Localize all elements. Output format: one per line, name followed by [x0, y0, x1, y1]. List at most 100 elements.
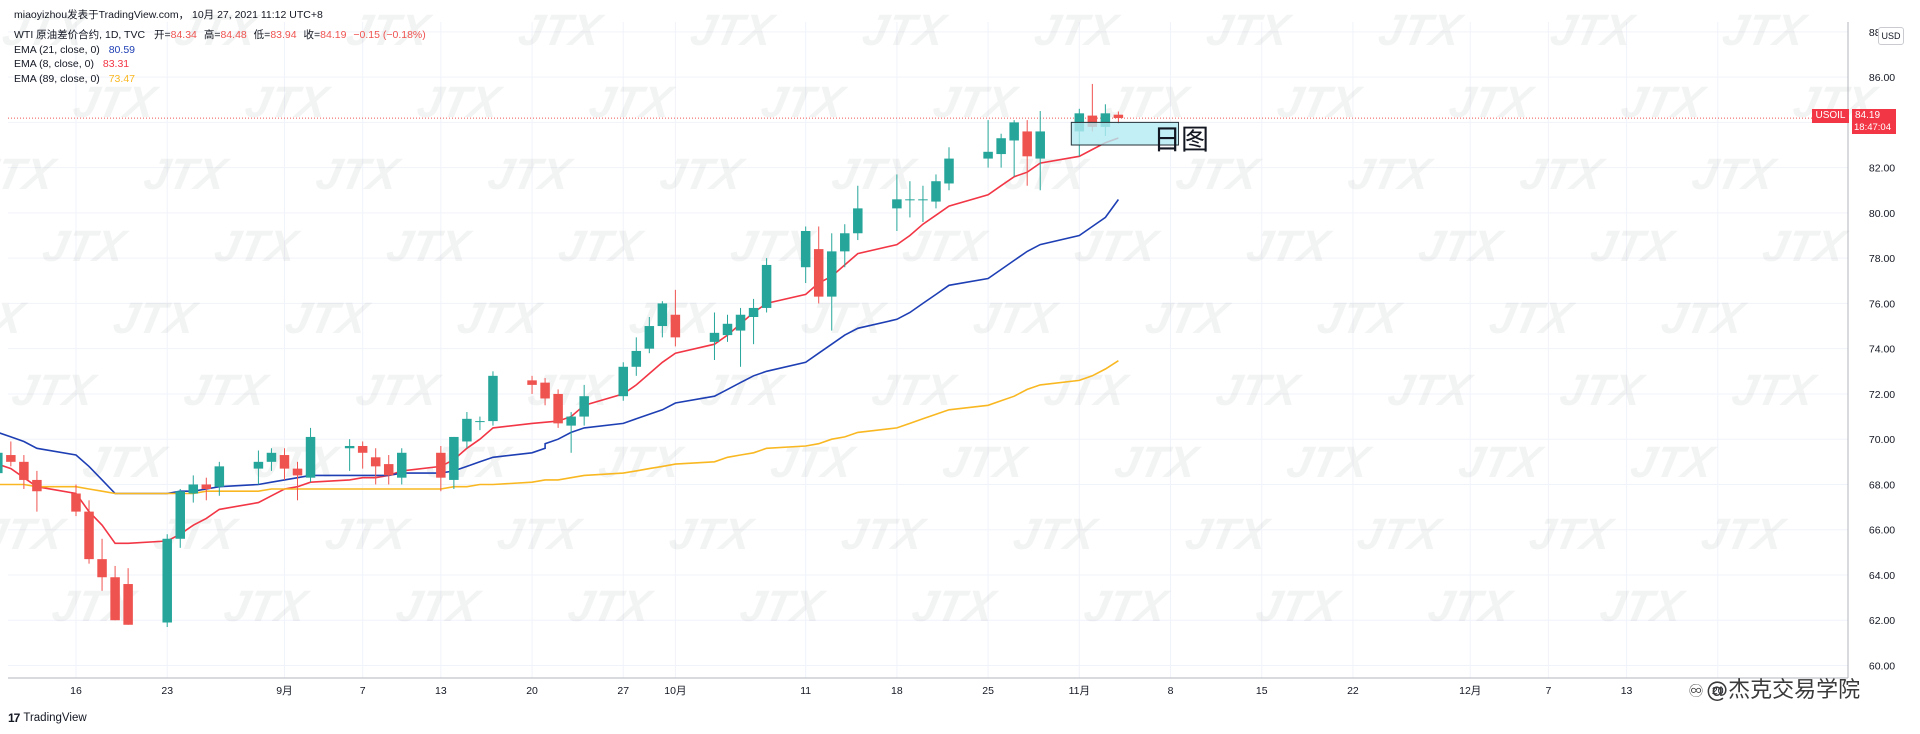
- legend-ema21[interactable]: EMA (21, close, 0) 80.59: [14, 43, 426, 58]
- watermark-text: JTX: [220, 582, 313, 630]
- watermark-text: JTX: [413, 78, 506, 126]
- candle-body: [32, 479, 42, 492]
- candle-body: [344, 445, 355, 449]
- candle: [983, 120, 993, 168]
- currency-button[interactable]: USD: [1878, 27, 1904, 45]
- watermark-text: JTX: [969, 294, 1062, 342]
- watermark-text: JTX: [1758, 222, 1851, 270]
- candle: [631, 337, 642, 376]
- price-tag-countdown: 18:47:04: [1852, 122, 1896, 134]
- watermark-text: JTX: [1202, 6, 1295, 54]
- tradingview-logo-text: TradingView: [23, 712, 87, 724]
- time-tick-label: 7: [1545, 685, 1551, 697]
- candle-body: [527, 380, 537, 385]
- time-tick-label: 16: [70, 685, 82, 697]
- candle: [253, 450, 264, 485]
- candle: [123, 568, 133, 625]
- watermark-text: JTX: [321, 510, 414, 558]
- candle: [292, 461, 303, 501]
- candle-body: [397, 452, 407, 478]
- legend-ema89[interactable]: EMA (89, close, 0) 73.47: [14, 72, 426, 87]
- daily-chart-annotation[interactable]: 日图: [1153, 123, 1210, 156]
- watermark-text: JTX: [1617, 78, 1710, 126]
- candle: [6, 441, 16, 467]
- candle: [618, 362, 629, 401]
- candle-body: [826, 251, 837, 297]
- candle: [449, 436, 459, 489]
- legend-ema8[interactable]: EMA (8, close, 0) 83.31: [14, 57, 426, 72]
- candle: [1113, 111, 1124, 124]
- candle: [853, 185, 863, 241]
- watermark-text: JTX: [109, 294, 202, 342]
- ema8-value: 83.31: [102, 58, 130, 71]
- credit-text: @杰克交易学院: [1706, 678, 1861, 703]
- watermark-text: JTX: [453, 294, 546, 342]
- legend: WTI 原油差价合约, 1D, TVC 开=84.34 高=84.48 低=83…: [14, 28, 426, 86]
- annotation-box[interactable]: [1070, 121, 1180, 146]
- candle-body: [175, 491, 185, 539]
- candle-body: [6, 455, 16, 462]
- tradingview-logo[interactable]: 17 TradingView: [8, 711, 87, 725]
- ema-lines: [0, 117, 1848, 545]
- candle-body: [918, 199, 928, 201]
- ohlc-high-value: 84.48: [220, 29, 247, 41]
- candle-body: [0, 452, 3, 474]
- watermark-text: JTX: [1586, 222, 1679, 270]
- watermark-text: JTX: [1657, 294, 1750, 342]
- price-tick-label: 72.00: [1869, 389, 1895, 401]
- candle: [722, 314, 733, 342]
- candle: [19, 455, 29, 489]
- candle: [813, 226, 824, 304]
- ema-line: [0, 137, 1119, 545]
- price-tick-label: 78.00: [1869, 253, 1895, 265]
- watermark-text: JTX: [1181, 510, 1274, 558]
- watermark-text: JTX: [1384, 366, 1477, 414]
- watermark-text: JTX: [1485, 294, 1578, 342]
- watermark-text: JTX: [0, 510, 70, 558]
- time-tick-label: 18: [891, 685, 903, 697]
- candle-body: [553, 393, 563, 424]
- ohlc-close: 收=84.19: [304, 29, 347, 41]
- candle-body: [540, 382, 550, 399]
- watermark-text: JTX: [1070, 222, 1163, 270]
- ohlc-high: 高=84.48: [204, 29, 247, 41]
- watermark-text: JTX: [281, 294, 374, 342]
- candle: [462, 412, 472, 449]
- candle: [566, 412, 576, 453]
- candle: [840, 224, 850, 268]
- annotation-rect: [1070, 121, 1180, 146]
- candle: [175, 488, 185, 548]
- watermark-text: JTX: [514, 6, 607, 54]
- candle-body: [214, 466, 225, 487]
- candle: [188, 475, 199, 503]
- watermark-text: JTX: [868, 366, 961, 414]
- symbol-desc: WTI 原油差价合约, 1D, TVC: [14, 29, 146, 41]
- time-axis[interactable]: 16 23 9月 7 13 20 27 10月 11 18 25 11月 8 15 22 12月 7 13 20: [70, 685, 1724, 697]
- candle-body: [305, 436, 316, 478]
- candle: [892, 174, 902, 232]
- watermark-text: JTX: [69, 78, 162, 126]
- time-tick-label: 12月: [1459, 685, 1481, 697]
- candle: [32, 470, 42, 512]
- time-tick-label: 11: [800, 685, 811, 697]
- candle: [305, 427, 316, 483]
- price-tag-price: 84.19: [1852, 109, 1896, 122]
- time-tick-label: 20: [526, 685, 538, 697]
- watermark-text: JTX: [0, 150, 61, 198]
- ema-line: [0, 360, 1119, 495]
- candle: [527, 375, 537, 394]
- candle-body: [1035, 131, 1045, 159]
- watermark-text: JTX: [524, 366, 617, 414]
- watermark-text: JTX: [1556, 366, 1649, 414]
- price-axis[interactable]: 60.00 62.00 64.00 66.00 68.00 70.00 72.00 74.00…: [1869, 27, 1895, 673]
- legend-symbol-row[interactable]: WTI 原油差价合约, 1D, TVC 开=84.34 高=84.48 低=83…: [14, 28, 426, 43]
- watermark-text: JTX: [79, 438, 172, 486]
- candle-body: [488, 375, 498, 422]
- candle-body: [657, 303, 668, 327]
- watermark-text: JTX: [210, 222, 303, 270]
- watermark-text: JTX: [554, 222, 647, 270]
- candle-body: [722, 323, 733, 336]
